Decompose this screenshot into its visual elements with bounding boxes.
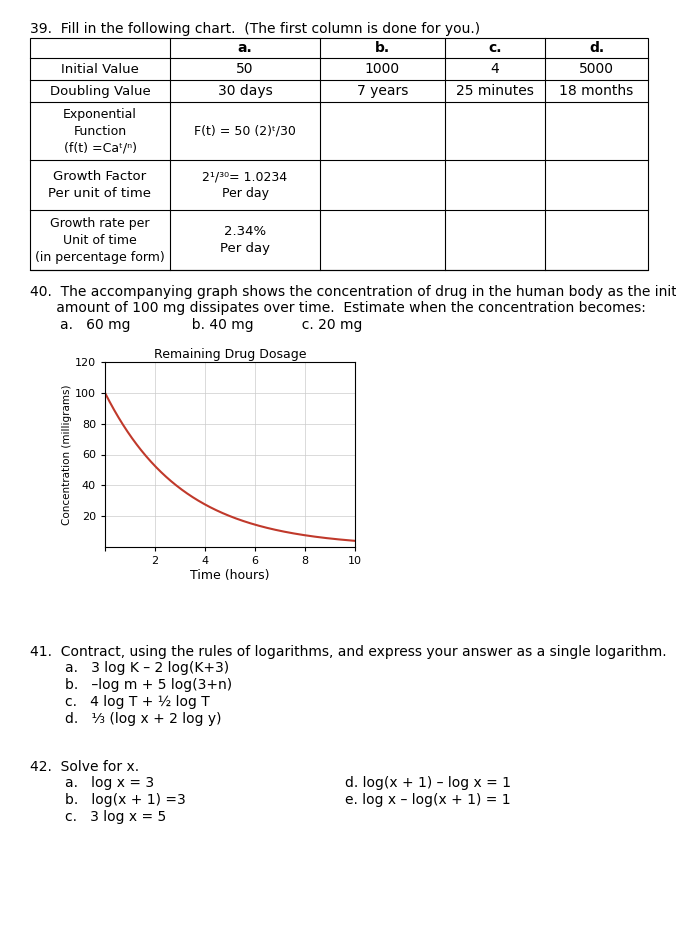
Text: amount of 100 mg dissipates over time.  Estimate when the concentration becomes:: amount of 100 mg dissipates over time. E…	[30, 301, 646, 315]
Text: 2.34%
Per day: 2.34% Per day	[220, 225, 270, 255]
Text: d. log(x + 1) – log x = 1: d. log(x + 1) – log x = 1	[345, 776, 511, 790]
Text: 25 minutes: 25 minutes	[456, 84, 534, 98]
Text: d.   ¹⁄₃ (log x + 2 log y): d. ¹⁄₃ (log x + 2 log y)	[65, 712, 222, 726]
Text: e. log x – log(x + 1) = 1: e. log x – log(x + 1) = 1	[345, 793, 510, 807]
Text: Doubling Value: Doubling Value	[49, 84, 150, 97]
Text: c.   3 log x = 5: c. 3 log x = 5	[65, 810, 166, 824]
Text: Exponential
Function
(f(t) =Caᵗ/ⁿ): Exponential Function (f(t) =Caᵗ/ⁿ)	[63, 108, 137, 155]
Text: 7 years: 7 years	[357, 84, 408, 98]
Text: Growth Factor
Per unit of time: Growth Factor Per unit of time	[49, 170, 151, 200]
Text: 42.  Solve for x.: 42. Solve for x.	[30, 760, 139, 774]
Text: b.: b.	[375, 41, 390, 55]
Text: d.: d.	[589, 41, 604, 55]
Text: a.   log x = 3: a. log x = 3	[65, 776, 154, 790]
Text: 1000: 1000	[365, 62, 400, 76]
Text: Initial Value: Initial Value	[61, 62, 139, 75]
Text: a.   60 mg              b. 40 mg           c. 20 mg: a. 60 mg b. 40 mg c. 20 mg	[60, 318, 362, 332]
X-axis label: Time (hours): Time (hours)	[190, 569, 270, 582]
Text: c.   4 log T + ½ log T: c. 4 log T + ½ log T	[65, 695, 210, 709]
Bar	[30, 38, 648, 270]
Text: a.: a.	[238, 41, 252, 55]
Text: F(t) = 50 (2)ᵗ/30: F(t) = 50 (2)ᵗ/30	[194, 124, 296, 137]
Text: 5000: 5000	[579, 62, 614, 76]
Text: Growth rate per
Unit of time
(in percentage form): Growth rate per Unit of time (in percent…	[35, 217, 165, 263]
Text: 41.  Contract, using the rules of logarithms, and express your answer as a singl: 41. Contract, using the rules of logarit…	[30, 645, 667, 659]
Title: Remaining Drug Dosage: Remaining Drug Dosage	[153, 348, 306, 361]
Text: 30 days: 30 days	[218, 84, 272, 98]
Text: c.: c.	[488, 41, 502, 55]
Text: 39.  Fill in the following chart.  (The first column is done for you.): 39. Fill in the following chart. (The fi…	[30, 22, 480, 36]
Text: 18 months: 18 months	[559, 84, 633, 98]
Text: 40.  The accompanying graph shows the concentration of drug in the human body as: 40. The accompanying graph shows the con…	[30, 285, 676, 299]
Text: 4: 4	[491, 62, 500, 76]
Y-axis label: Concentration (milligrams): Concentration (milligrams)	[62, 385, 72, 525]
Text: b.   –log m + 5 log(3+n): b. –log m + 5 log(3+n)	[65, 678, 232, 692]
Text: 50: 50	[236, 62, 254, 76]
Text: b.   log(x + 1) =3: b. log(x + 1) =3	[65, 793, 186, 807]
Text: a.   3 log K – 2 log(K+3): a. 3 log K – 2 log(K+3)	[65, 661, 229, 675]
Text: 2¹/³⁰= 1.0234
Per day: 2¹/³⁰= 1.0234 Per day	[202, 170, 287, 200]
